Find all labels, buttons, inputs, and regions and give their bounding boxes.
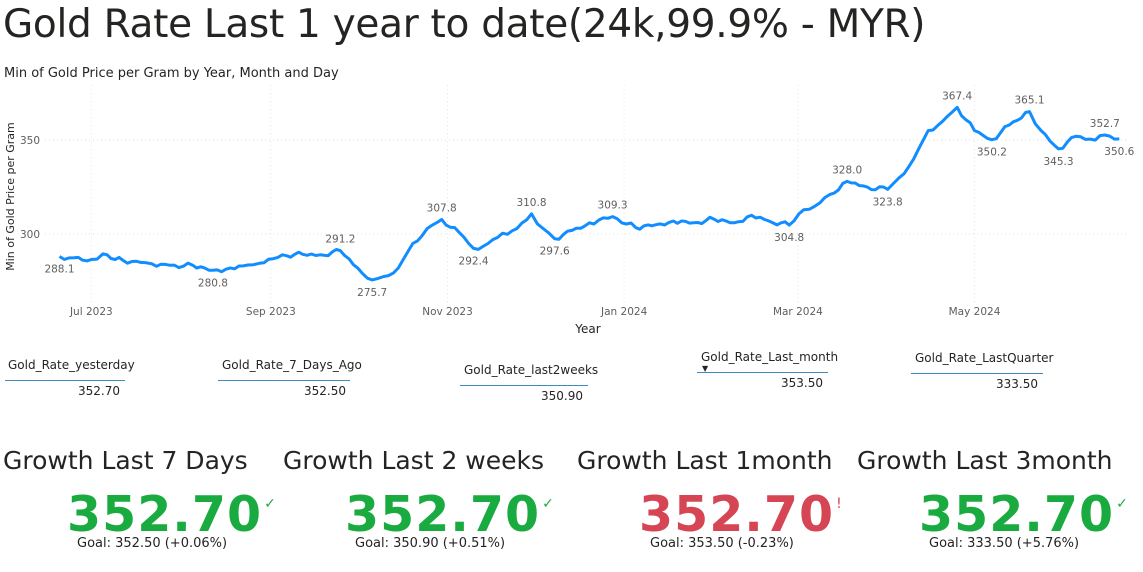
data-label: 367.4 bbox=[942, 90, 972, 102]
data-label: 323.8 bbox=[873, 196, 903, 208]
card-underline bbox=[5, 380, 125, 381]
data-label: 365.1 bbox=[1015, 95, 1045, 107]
kpi-value-row: 352.70! bbox=[639, 486, 842, 543]
card-label: Gold_Rate_LastQuarter bbox=[915, 351, 1054, 365]
data-label: 309.3 bbox=[598, 200, 628, 212]
chart-subtitle: Min of Gold Price per Gram by Year, Mont… bbox=[4, 66, 339, 81]
card-underline bbox=[911, 373, 1043, 374]
x-tick-label: Nov 2023 bbox=[422, 306, 473, 318]
kpi-goal: Goal: 352.50 (+0.06%) bbox=[77, 536, 228, 551]
y-axis-title: Min of Gold Price per Gram bbox=[4, 122, 17, 271]
kpi-value: 352.70 bbox=[67, 486, 263, 543]
card-underline bbox=[697, 372, 828, 373]
x-axis-title: Year bbox=[574, 322, 600, 336]
checkmark-icon: ✓ bbox=[542, 496, 554, 512]
card-value: 333.50 bbox=[996, 377, 1038, 391]
warning-icon: ! bbox=[836, 496, 842, 512]
data-label: 352.7 bbox=[1090, 118, 1120, 130]
checkmark-icon: ✓ bbox=[1116, 496, 1128, 512]
data-label: 310.8 bbox=[516, 197, 546, 209]
data-label: 328.0 bbox=[832, 164, 862, 176]
card-label: Gold_Rate_Last_month bbox=[701, 350, 839, 364]
card-value: 350.90 bbox=[541, 389, 583, 403]
kpi-value-row: 352.70 ✓ bbox=[67, 486, 276, 543]
kpi-growth-3-month[interactable]: Growth Last 3month 352.70 ✓ Goal: 333.50 … bbox=[857, 446, 1137, 551]
card-value: 352.70 bbox=[78, 384, 120, 398]
y-tick-label: 350 bbox=[20, 135, 40, 147]
kpi-goal: Goal: 333.50 (+5.76%) bbox=[929, 536, 1080, 551]
x-tick-label: Sep 2023 bbox=[246, 306, 296, 318]
kpi-goal: Goal: 350.90 (+0.51%) bbox=[355, 536, 506, 551]
kpi-growth-7-days[interactable]: Growth Last 7 Days 352.70 ✓ Goal: 352.50 … bbox=[3, 446, 283, 551]
kpi-title: Growth Last 7 Days bbox=[3, 446, 248, 475]
x-tick-label: Mar 2024 bbox=[773, 306, 823, 318]
y-tick-label: 300 bbox=[20, 229, 40, 241]
x-tick-label: May 2024 bbox=[949, 306, 1001, 318]
data-label: 304.8 bbox=[774, 232, 804, 244]
card-value: 353.50 bbox=[781, 376, 823, 390]
card-underline bbox=[460, 385, 588, 386]
data-label: 350.6 bbox=[1104, 146, 1134, 158]
data-label: 275.7 bbox=[357, 287, 387, 299]
card-label: Gold_Rate_last2weeks bbox=[464, 363, 599, 377]
kpi-title: Growth Last 3month bbox=[857, 446, 1113, 475]
page-title: Gold Rate Last 1 year to date(24k,99.9% … bbox=[3, 2, 926, 47]
kpi-title: Growth Last 2 weeks bbox=[283, 446, 545, 475]
kpi-growth-1-month[interactable]: Growth Last 1month 352.70! Goal: 353.50 … bbox=[577, 446, 857, 551]
card-value: 352.50 bbox=[304, 384, 346, 398]
x-tick-label: Jan 2024 bbox=[600, 306, 648, 318]
card-underline bbox=[218, 380, 350, 381]
kpi-value: 352.70 bbox=[345, 486, 541, 543]
checkmark-icon: ✓ bbox=[264, 496, 276, 512]
x-tick-label: Jul 2023 bbox=[69, 306, 113, 318]
kpi-goal: Goal: 353.50 (-0.23%) bbox=[650, 536, 794, 551]
card-label: Gold_Rate_yesterday bbox=[8, 358, 135, 372]
kpi-growth-2-weeks[interactable]: Growth Last 2 weeks 352.70 ✓ Goal: 350.90… bbox=[283, 446, 563, 551]
data-label: 297.6 bbox=[540, 246, 570, 258]
data-label: 345.3 bbox=[1043, 156, 1073, 168]
card-label: Gold_Rate_7_Days_Ago bbox=[222, 358, 362, 372]
kpi-title: Growth Last 1month bbox=[577, 446, 833, 475]
gold-price-line bbox=[58, 105, 1120, 282]
sort-down-icon[interactable]: ▼ bbox=[702, 364, 709, 373]
data-label: 291.2 bbox=[325, 234, 355, 246]
data-label: 350.2 bbox=[977, 147, 1007, 159]
data-label: 292.4 bbox=[459, 255, 489, 267]
kpi-value: 352.70 bbox=[919, 486, 1115, 543]
line-chart: 300 350 Jul 2023 Sep 2023 Nov 2023 Jan 2024 Ma… bbox=[4, 85, 1135, 336]
data-label: 288.1 bbox=[44, 264, 74, 276]
kpi-value-row: 352.70 ✓ bbox=[919, 486, 1128, 543]
data-label: 280.8 bbox=[198, 277, 228, 289]
data-label: 307.8 bbox=[427, 202, 457, 214]
kpi-value-row: 352.70 ✓ bbox=[345, 486, 554, 543]
kpi-value: 352.70 bbox=[639, 486, 835, 543]
